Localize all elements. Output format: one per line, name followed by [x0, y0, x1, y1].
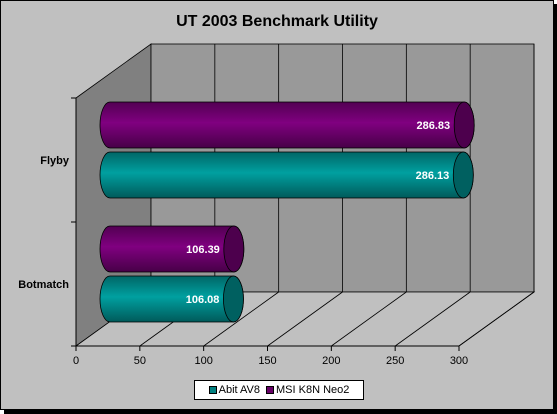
floor-gridline: [394, 291, 471, 347]
category-label-flyby: Flyby: [40, 155, 70, 167]
data-label-msi-k8n-neo2-botmatch: 106.39: [186, 244, 220, 256]
floor-gridline: [331, 291, 407, 347]
legend-item-msi-k8n-neo2: MSI K8N Neo2: [266, 384, 349, 396]
floor-gridline: [458, 291, 535, 347]
bar-msi-k8n-neo2-flyby: 286.83: [99, 101, 475, 149]
x-tick-label: 100: [194, 355, 212, 367]
frame-shadow-right: [554, 4, 557, 414]
x-tick-label: 0: [73, 355, 79, 367]
data-label-abit-av8-flyby: 286.13: [416, 170, 450, 182]
legend-swatch-abit-av8: [208, 386, 217, 394]
bar-abit-av8-botmatch: 106.08: [99, 275, 244, 323]
legend: Abit AV8 MSI K8N Neo2: [194, 380, 364, 400]
legend-swatch-msi-k8n-neo2: [266, 386, 274, 394]
bar-abit-av8-flyby: 286.13: [99, 151, 474, 199]
data-label-abit-av8-botmatch: 106.08: [186, 294, 220, 306]
category-label-botmatch: Botmatch: [18, 279, 69, 291]
data-label-msi-k8n-neo2-flyby: 286.83: [417, 120, 451, 132]
bar-msi-k8n-neo2-botmatch: 106.39: [99, 225, 245, 273]
legend-label-msi-k8n-neo2: MSI K8N Neo2: [276, 384, 350, 396]
chart-title: UT 2003 Benchmark Utility: [176, 13, 378, 30]
frame-shadow-bottom: [4, 410, 557, 414]
x-tick-label: 300: [450, 355, 468, 367]
legend-label-abit-av8: Abit AV8: [218, 384, 260, 396]
x-tick-label: 250: [386, 355, 404, 367]
legend-item-abit-av8: Abit AV8: [208, 384, 260, 396]
x-tick-label: 150: [258, 355, 276, 367]
x-tick-label: 200: [322, 355, 340, 367]
x-tick-label: 50: [134, 355, 146, 367]
floor-gridline: [267, 291, 343, 347]
floor-gridline: [203, 291, 279, 347]
